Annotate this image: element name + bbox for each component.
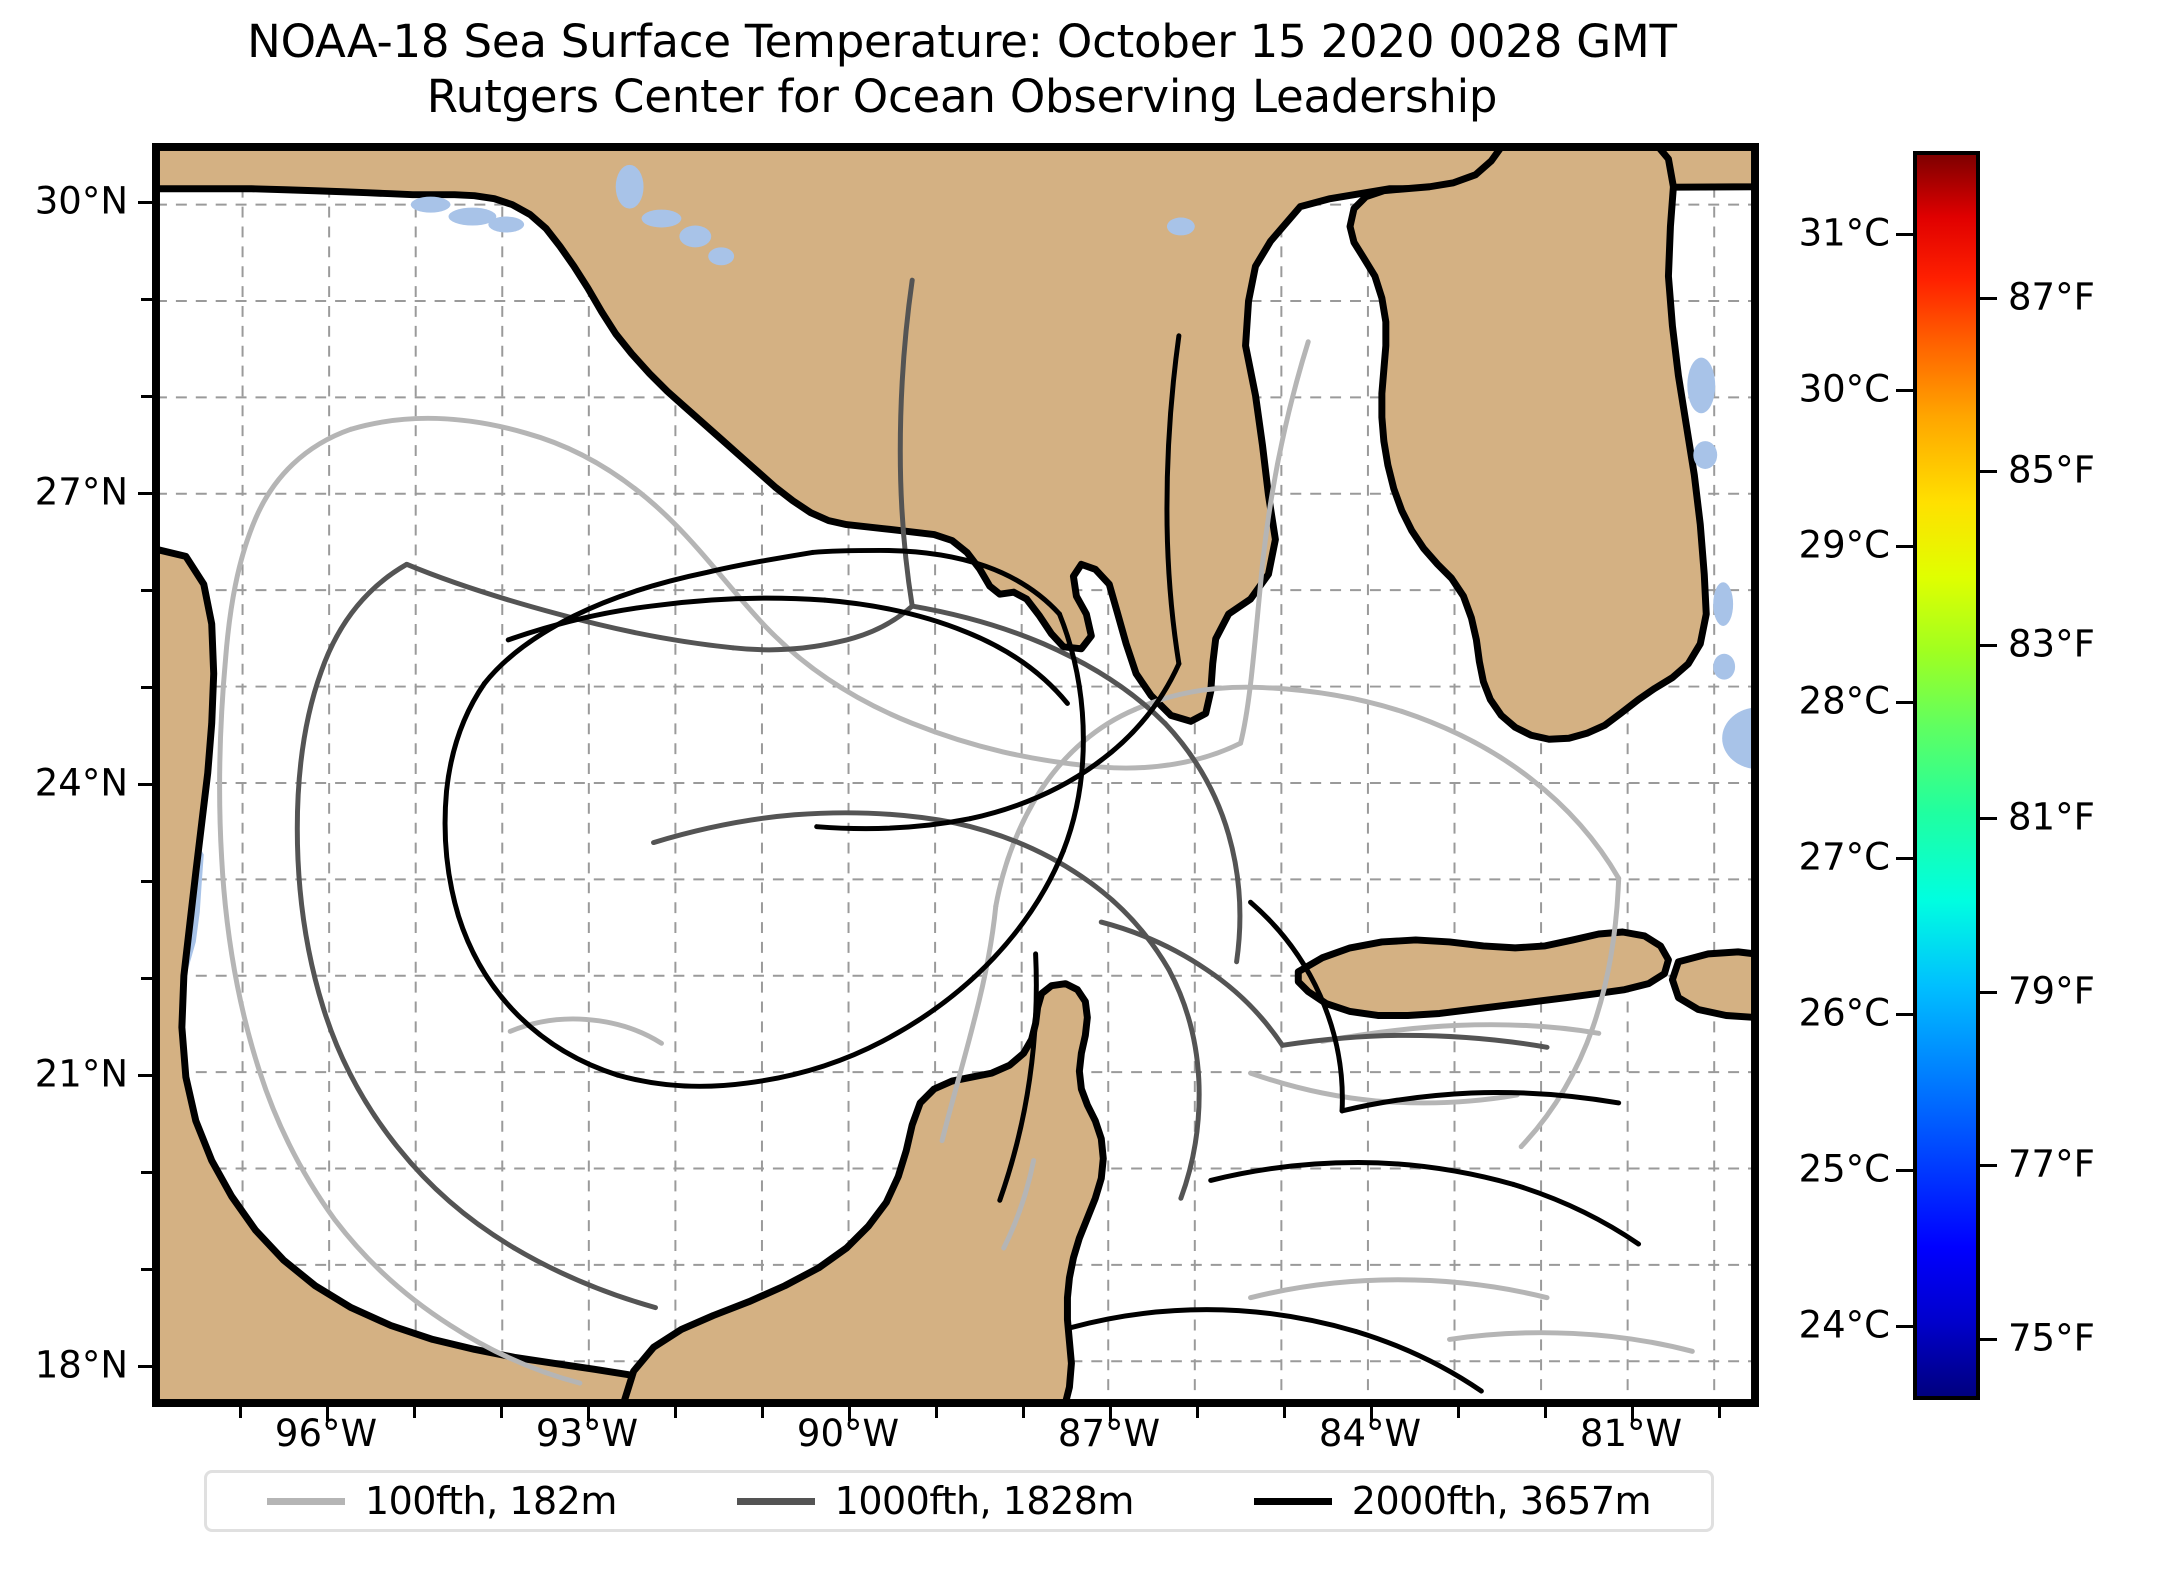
y-tick-minor	[141, 1171, 152, 1174]
legend-item-100fth[interactable]: 100fth, 182m	[266, 1479, 617, 1523]
x-axis-label-84W: 84°W	[1318, 1412, 1422, 1455]
cb-label-24C: 24°C	[1798, 1303, 1890, 1347]
x-axis-label-81W: 81°W	[1579, 1412, 1683, 1455]
x-tick-minor	[1544, 1407, 1547, 1418]
cb-tick-28C	[1896, 701, 1913, 704]
y-tick-minor	[141, 589, 152, 592]
cb-tick-30C	[1896, 389, 1913, 392]
land-mexico-west	[156, 545, 719, 1403]
cb-label-83F: 83°F	[2008, 622, 2095, 666]
cb-label-79F: 79°F	[2008, 969, 2095, 1013]
x-axis-label-96W: 96°W	[274, 1412, 378, 1455]
x-axis-label-90W: 90°W	[796, 1412, 900, 1455]
x-tick-minor	[674, 1407, 677, 1418]
x-tick-93W	[587, 1407, 590, 1421]
cb-tick-87F	[1980, 297, 1997, 300]
x-tick-minor	[1718, 1407, 1721, 1418]
land-florida	[1346, 147, 1710, 743]
land-cuba	[1294, 928, 1672, 1019]
y-axis-label-21N: 21°N	[34, 1052, 128, 1096]
cb-tick-83F	[1980, 644, 1997, 647]
y-tick-minor	[141, 1268, 152, 1271]
cb-label-31C: 31°C	[1798, 211, 1890, 255]
colorbar[interactable]	[1913, 151, 1980, 1400]
y-tick-minor	[141, 880, 152, 883]
legend-label-2000fth: 2000fth, 3657m	[1351, 1479, 1652, 1523]
y-tick-minor	[141, 686, 152, 689]
cb-tick-85F	[1980, 470, 1997, 473]
y-tick-24N	[138, 783, 152, 786]
gulf-lakes	[410, 164, 1195, 266]
y-tick-21N	[138, 1074, 152, 1077]
cb-tick-79F	[1980, 991, 1997, 994]
x-tick-96W	[326, 1407, 329, 1421]
x-tick-minor	[239, 1407, 242, 1418]
y-tick-18N	[138, 1365, 152, 1368]
y-axis-label-30N: 30°N	[34, 179, 128, 223]
cb-tick-26C	[1896, 1013, 1913, 1016]
florida-lakes	[1687, 357, 1755, 769]
cb-label-26C: 26°C	[1798, 991, 1890, 1035]
cb-tick-77F	[1980, 1164, 1997, 1167]
legend-label-1000fth: 1000fth, 1828m	[834, 1479, 1135, 1523]
cb-label-29C: 29°C	[1798, 523, 1890, 567]
bathymetry-legend: 100fth, 182m 1000fth, 1828m 2000fth, 365…	[204, 1470, 1714, 1532]
cb-tick-27C	[1896, 857, 1913, 860]
contour-100fth	[217, 339, 1695, 1386]
y-axis-label-18N: 18°N	[34, 1343, 128, 1387]
y-tick-minor	[141, 977, 152, 980]
cb-label-27C: 27°C	[1798, 835, 1890, 879]
x-tick-87W	[1109, 1407, 1112, 1421]
y-tick-27N	[138, 492, 152, 495]
cb-tick-24C	[1896, 1325, 1913, 1328]
contour-1000fth	[294, 277, 1550, 1311]
chart-title-block: NOAA-18 Sea Surface Temperature: October…	[152, 14, 1772, 124]
x-tick-minor	[1283, 1407, 1286, 1418]
y-axis-label-27N: 27°N	[34, 470, 128, 514]
map-plot-area[interactable]	[152, 143, 1759, 1407]
chart-title: NOAA-18 Sea Surface Temperature: October…	[247, 15, 1677, 68]
x-tick-84W	[1370, 1407, 1373, 1421]
y-tick-minor	[141, 395, 152, 398]
cb-tick-25C	[1896, 1169, 1913, 1172]
cb-label-30C: 30°C	[1798, 367, 1890, 411]
y-tick-minor	[141, 298, 152, 301]
x-tick-minor	[935, 1407, 938, 1418]
legend-line-1000fth-icon	[736, 1497, 815, 1505]
contour-2000fth	[442, 333, 1642, 1394]
legend-label-100fth: 100fth, 182m	[364, 1479, 617, 1523]
chart-subtitle: Rutgers Center for Ocean Observing Leade…	[426, 70, 1498, 123]
x-tick-minor	[413, 1407, 416, 1418]
x-axis-label-87W: 87°W	[1057, 1412, 1161, 1455]
x-axis-label-93W: 93°W	[535, 1412, 639, 1455]
land-yucatan	[620, 980, 1107, 1403]
x-tick-minor	[1457, 1407, 1460, 1418]
land-cuba-east	[1668, 948, 1755, 1021]
sst-map	[156, 147, 1755, 1403]
y-axis-label-24N: 24°N	[34, 761, 128, 805]
cb-label-28C: 28°C	[1798, 679, 1890, 723]
cb-tick-31C	[1896, 233, 1913, 236]
cb-label-75F: 75°F	[2008, 1316, 2095, 1360]
legend-line-100fth-icon	[266, 1497, 345, 1505]
legend-item-2000fth[interactable]: 2000fth, 3657m	[1253, 1479, 1652, 1523]
x-tick-90W	[848, 1407, 851, 1421]
cb-tick-29C	[1896, 545, 1913, 548]
cb-label-87F: 87°F	[2008, 275, 2095, 319]
x-tick-minor	[1022, 1407, 1025, 1418]
x-tick-minor	[500, 1407, 503, 1418]
x-tick-minor	[1196, 1407, 1199, 1418]
x-tick-81W	[1631, 1407, 1634, 1421]
legend-item-1000fth[interactable]: 1000fth, 1828m	[736, 1479, 1135, 1523]
x-tick-minor	[761, 1407, 764, 1418]
cb-label-77F: 77°F	[2008, 1142, 2095, 1186]
legend-line-2000fth-icon	[1253, 1497, 1332, 1505]
cb-label-25C: 25°C	[1798, 1147, 1890, 1191]
y-tick-30N	[138, 201, 152, 204]
cb-tick-81F	[1980, 817, 1997, 820]
cb-label-85F: 85°F	[2008, 448, 2095, 492]
cb-label-81F: 81°F	[2008, 795, 2095, 839]
cb-tick-75F	[1980, 1338, 1997, 1341]
